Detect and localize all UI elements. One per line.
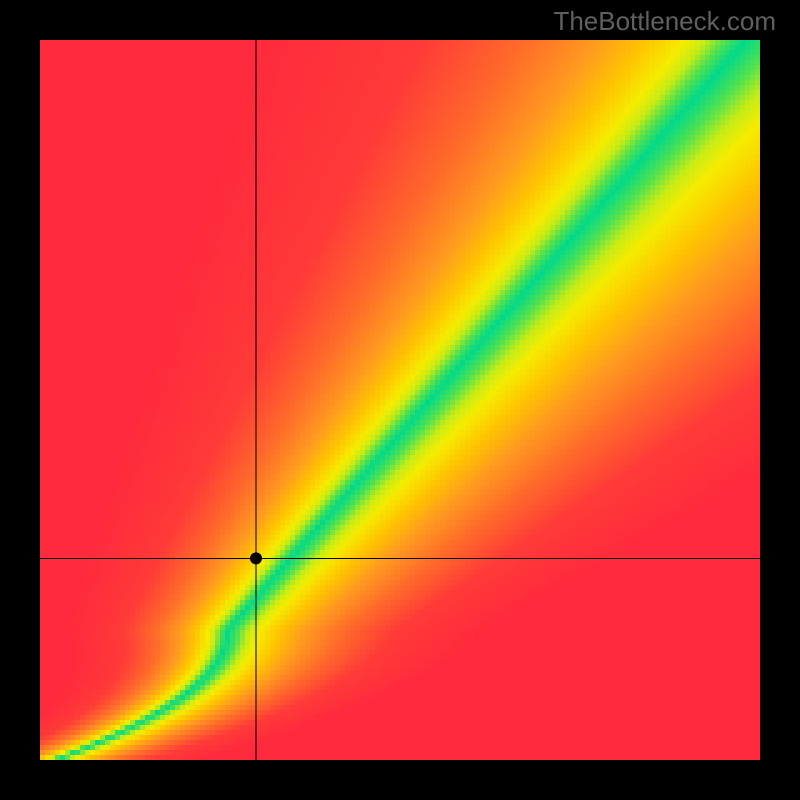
heatmap-cells xyxy=(40,40,760,760)
heatmap-svg xyxy=(40,40,760,760)
watermark-text: TheBottleneck.com xyxy=(553,6,776,37)
chart-container: TheBottleneck.com xyxy=(0,0,800,800)
heatmap-plot xyxy=(40,40,760,760)
